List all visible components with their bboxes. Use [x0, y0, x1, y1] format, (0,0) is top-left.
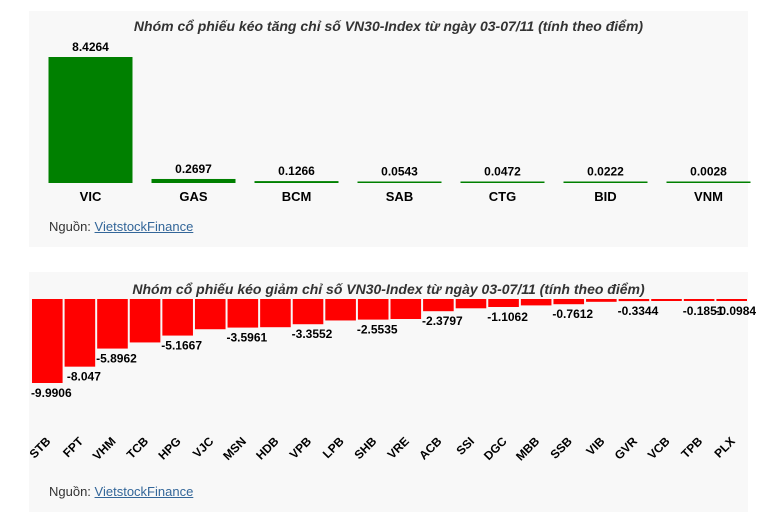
- bar: [455, 299, 487, 309]
- category-label: DGC: [481, 434, 510, 463]
- category-label: VHM: [90, 434, 119, 463]
- top-chart-title: Nhóm cổ phiếu kéo tăng chỉ số VN30-Index…: [133, 18, 644, 34]
- category-label: BCM: [282, 189, 312, 204]
- category-label: PLX: [711, 434, 737, 460]
- bar: [651, 299, 682, 301]
- data-label: -3.3552: [292, 327, 333, 341]
- bar: [151, 178, 236, 183]
- bar: [390, 299, 422, 320]
- category-label: FPT: [60, 434, 86, 460]
- category-label: CTG: [489, 189, 516, 204]
- data-label: 8.4264: [72, 40, 109, 54]
- category-label: GVR: [612, 434, 641, 463]
- category-label: LPB: [320, 434, 347, 461]
- data-label: -5.8962: [96, 352, 137, 366]
- bar: [716, 299, 747, 301]
- bar: [563, 181, 648, 183]
- data-label: -2.3797: [422, 314, 463, 328]
- top-chart-panel: Nhóm cổ phiếu kéo tăng chỉ số VN30-Index…: [29, 11, 751, 247]
- data-label: -5.1667: [161, 339, 202, 353]
- category-label: VIC: [80, 189, 102, 204]
- bottom-chart-panel: -9.9906 STB -8.047 FPT -5.8962 VHM TCB -5.1667 H…: [27, 272, 756, 512]
- source-label: Nguồn:: [49, 484, 91, 499]
- data-label: -3.5961: [226, 331, 267, 345]
- bar: [97, 299, 128, 349]
- category-label: GAS: [179, 189, 208, 204]
- data-label: 0.0543: [381, 165, 418, 179]
- bar: [64, 299, 96, 367]
- bar: [260, 299, 291, 328]
- category-label: HDB: [253, 434, 282, 463]
- bar: [325, 299, 356, 321]
- category-label: TCB: [124, 434, 152, 462]
- bottom-bar-chart: -9.9906 STB -8.047 FPT -5.8962 VHM TCB -5.1667 H…: [27, 299, 756, 463]
- data-label: -0.0984: [715, 304, 756, 318]
- category-label: SSI: [454, 434, 478, 458]
- category-label: VPB: [287, 434, 315, 462]
- bar: [227, 299, 259, 328]
- source-label: Nguồn:: [49, 219, 91, 234]
- category-label: MSN: [220, 434, 249, 463]
- category-label: STB: [27, 434, 54, 461]
- bar: [129, 299, 161, 343]
- category-label: ACB: [416, 434, 445, 463]
- category-label: SHB: [352, 434, 380, 462]
- data-label: -0.1851: [683, 304, 724, 318]
- bar: [254, 181, 339, 183]
- data-label: 0.1266: [278, 164, 315, 178]
- data-label: 0.0028: [690, 165, 727, 179]
- bar: [666, 181, 751, 183]
- top-source-note: Nguồn: VietstockFinance: [49, 219, 193, 234]
- bar: [162, 299, 193, 336]
- data-label: -8.047: [67, 370, 101, 384]
- bottom-chart-title: Nhóm cổ phiếu kéo giảm chỉ số VN30-Index…: [132, 281, 645, 297]
- data-label: -2.5535: [357, 323, 398, 337]
- data-label: -9.9906: [31, 386, 72, 400]
- source-link[interactable]: VietstockFinance: [94, 219, 194, 234]
- top-bar-chart: 8.4264 VIC 0.2697 GAS 0.1266 BCM 0.0543 SAB 0.04…: [48, 40, 751, 204]
- bar: [32, 299, 63, 383]
- bar: [357, 299, 389, 320]
- data-label: 0.0222: [587, 165, 624, 179]
- category-label: SSB: [548, 434, 576, 462]
- bar: [48, 57, 133, 183]
- bar: [460, 181, 545, 183]
- bar: [194, 299, 226, 330]
- bar: [618, 299, 650, 302]
- data-label: -0.3344: [618, 304, 659, 318]
- bar: [683, 299, 715, 301]
- data-label: -0.7612: [552, 307, 593, 321]
- bar: [357, 181, 442, 183]
- category-label: VJC: [190, 434, 217, 461]
- data-label: 0.0472: [484, 165, 521, 179]
- data-label: -1.1062: [487, 310, 528, 324]
- bar: [292, 299, 324, 325]
- category-label: VCB: [645, 434, 673, 462]
- bar: [553, 299, 585, 305]
- category-label: TPB: [678, 434, 705, 461]
- category-label: BID: [594, 189, 616, 204]
- source-link[interactable]: VietstockFinance: [94, 484, 194, 499]
- bar: [520, 299, 552, 306]
- bar: [488, 299, 519, 307]
- category-label: MBB: [513, 434, 542, 463]
- category-label: VNM: [694, 189, 723, 204]
- bar: [586, 299, 617, 302]
- bottom-source-note: Nguồn: VietstockFinance: [49, 484, 193, 499]
- category-label: VIB: [583, 434, 607, 458]
- category-label: HPG: [155, 434, 183, 462]
- data-label: 0.2697: [175, 162, 212, 176]
- category-label: VRE: [385, 434, 412, 461]
- bar: [423, 299, 454, 312]
- category-label: SAB: [386, 189, 413, 204]
